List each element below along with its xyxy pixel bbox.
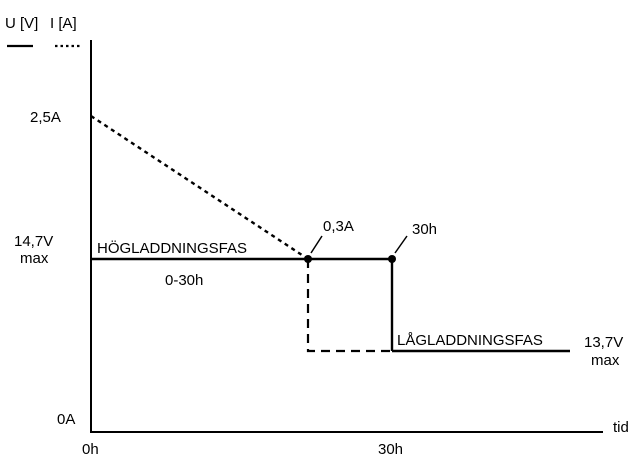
y-tick-current-max: 2,5A: [30, 109, 61, 126]
current-drop-line: [306, 259, 390, 353]
x-tick-end: 30h: [378, 441, 403, 457]
legend-voltage-label: U [V]: [5, 15, 38, 32]
current-decline-line: [90, 114, 309, 261]
x-tick-start: 0h: [82, 441, 99, 457]
y-tick-voltage-high-suffix: max: [20, 250, 49, 267]
high-phase-time-label: 0-30h: [165, 272, 203, 289]
current-point-marker: [304, 255, 312, 263]
time-point-leader: [394, 235, 408, 254]
time-point-label: 30h: [412, 221, 437, 238]
legend-current-label: I [A]: [50, 15, 77, 32]
x-axis-label: tid: [613, 419, 629, 436]
current-point-leader: [310, 235, 323, 254]
time-point-marker: [388, 255, 396, 263]
voltage-low-label: 13,7V: [584, 334, 623, 351]
y-tick-voltage-high: 14,7V: [14, 233, 53, 250]
y-tick-zero: 0A: [57, 411, 75, 428]
low-phase-label: LÅGLADDNINGSFAS: [397, 332, 543, 349]
voltage-low-suffix: max: [591, 352, 620, 369]
current-point-label: 0,3A: [323, 218, 354, 235]
high-phase-label: HÖGLADDNINGSFAS: [97, 239, 247, 257]
